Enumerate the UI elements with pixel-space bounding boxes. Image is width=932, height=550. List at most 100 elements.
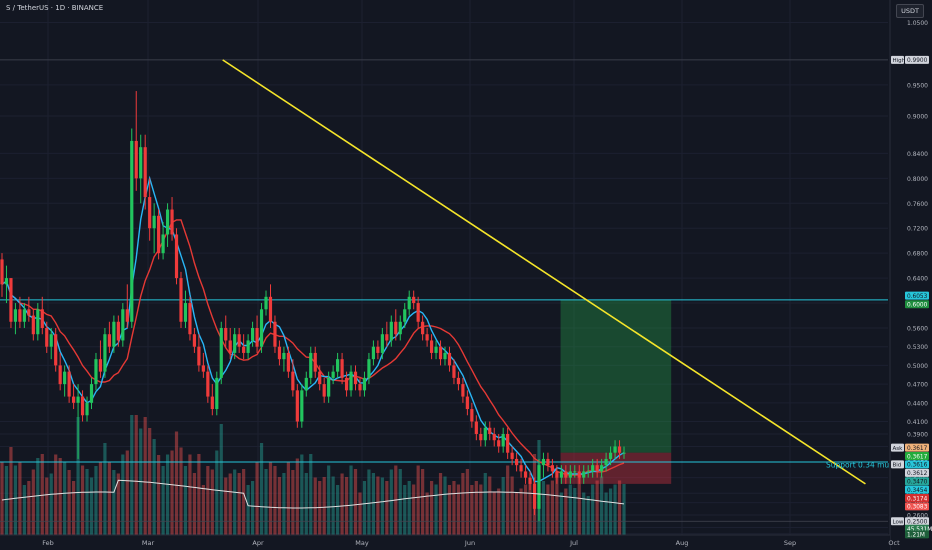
candle-body — [586, 471, 590, 473]
y-tick-label: 0.8000 — [907, 176, 928, 183]
volume-bar — [71, 481, 76, 535]
candle-body — [510, 452, 514, 459]
candle-body — [617, 446, 622, 453]
price-label-value: 0.3617 — [907, 446, 928, 452]
candle-body — [264, 296, 268, 310]
volume-bar — [452, 481, 456, 535]
candle-body — [291, 371, 295, 391]
volume-bar — [282, 473, 286, 535]
volume-bar — [188, 454, 192, 535]
candle-body — [362, 377, 367, 391]
volume-bar — [152, 439, 156, 535]
price-label-box — [905, 55, 929, 64]
volume-bar — [595, 480, 599, 535]
candle-body — [582, 471, 586, 478]
candle-body — [197, 346, 201, 366]
volume-bar — [519, 488, 523, 535]
volume-bar — [94, 466, 98, 535]
price-label: 0.3616 Bid — [891, 460, 929, 469]
candle-body — [506, 433, 510, 453]
price-label-box — [905, 477, 929, 486]
candle-body — [116, 321, 120, 341]
x-tick-label: Oct — [888, 539, 900, 547]
candle-body — [353, 371, 358, 385]
candle-body — [201, 365, 205, 372]
candle-body — [121, 309, 125, 341]
candle-body — [336, 359, 340, 372]
x-tick-label: Aug — [676, 539, 689, 547]
volume-bar — [353, 469, 358, 535]
candle-body — [304, 377, 308, 391]
candle-body — [40, 309, 44, 328]
candle-body — [465, 396, 469, 410]
candle-body — [385, 334, 389, 341]
volume-bar — [577, 476, 581, 535]
volume-bar — [165, 454, 170, 535]
candle-body — [71, 396, 76, 403]
volume-bar — [398, 469, 402, 535]
candle-body — [45, 327, 49, 347]
volume-bar — [98, 462, 103, 535]
candle-body — [233, 334, 237, 353]
volume-bar — [523, 484, 528, 535]
candle-body — [398, 321, 402, 335]
price-label-box — [905, 291, 929, 300]
price-label: 0.3470 — [905, 477, 929, 486]
volume-bar — [510, 476, 514, 535]
candle-body — [604, 458, 608, 466]
volume-bar — [192, 473, 197, 535]
candle-body — [36, 309, 40, 335]
volume-bar — [313, 477, 317, 535]
volume-bar — [376, 476, 380, 535]
volume-bar — [116, 473, 120, 535]
volume-bar — [622, 484, 626, 535]
volume-bar — [559, 492, 563, 535]
y-tick-label: 0.6400 — [907, 276, 928, 283]
volume-bar — [31, 469, 35, 535]
candle-body — [255, 327, 259, 347]
candle-body — [519, 465, 523, 472]
candle-body — [174, 234, 179, 279]
candle-body — [573, 471, 577, 473]
volume-bar — [237, 473, 241, 535]
volume-bar — [215, 450, 219, 535]
price-label: 0.3174 — [905, 494, 929, 502]
candle-body — [429, 340, 434, 353]
y-tick-label: 0.9000 — [907, 113, 928, 120]
price-label-tag: Ask — [893, 446, 904, 452]
volume-bar — [54, 454, 58, 535]
volume-bar — [591, 484, 595, 535]
candle-body — [532, 483, 537, 509]
volume-bar — [608, 488, 613, 535]
candle-body — [403, 309, 407, 322]
y-tick-label: 0.3900 — [907, 431, 928, 438]
y-tick-label: 0.2600 — [907, 513, 928, 520]
volume-bar — [157, 455, 161, 535]
fast-moving-average — [1, 175, 625, 483]
volume-bar — [89, 477, 94, 535]
volume-bar — [201, 485, 205, 535]
price-label: 0.6053 — [905, 291, 929, 300]
candle-body — [259, 309, 264, 347]
volume-bar — [125, 450, 129, 535]
candle-body — [98, 359, 103, 372]
volume-bar — [600, 476, 604, 535]
price-label-value: 0.6053 — [907, 294, 928, 300]
price-label-box — [905, 517, 929, 526]
volume-bar — [367, 469, 371, 535]
candle-body — [157, 215, 161, 254]
volume-bar — [40, 454, 44, 535]
volume-bar — [224, 477, 228, 535]
currency-selector[interactable]: USDT — [896, 4, 924, 18]
volume-bar — [264, 469, 268, 535]
candle-body — [407, 296, 411, 310]
candle-body — [22, 309, 26, 322]
candle-body — [67, 371, 71, 397]
volume-bar — [479, 484, 483, 535]
candle-body — [300, 390, 304, 422]
candle-body — [295, 390, 299, 422]
price-label: 0.6000 — [905, 300, 929, 309]
volume-bar — [318, 481, 322, 535]
volume-bar — [309, 454, 313, 535]
